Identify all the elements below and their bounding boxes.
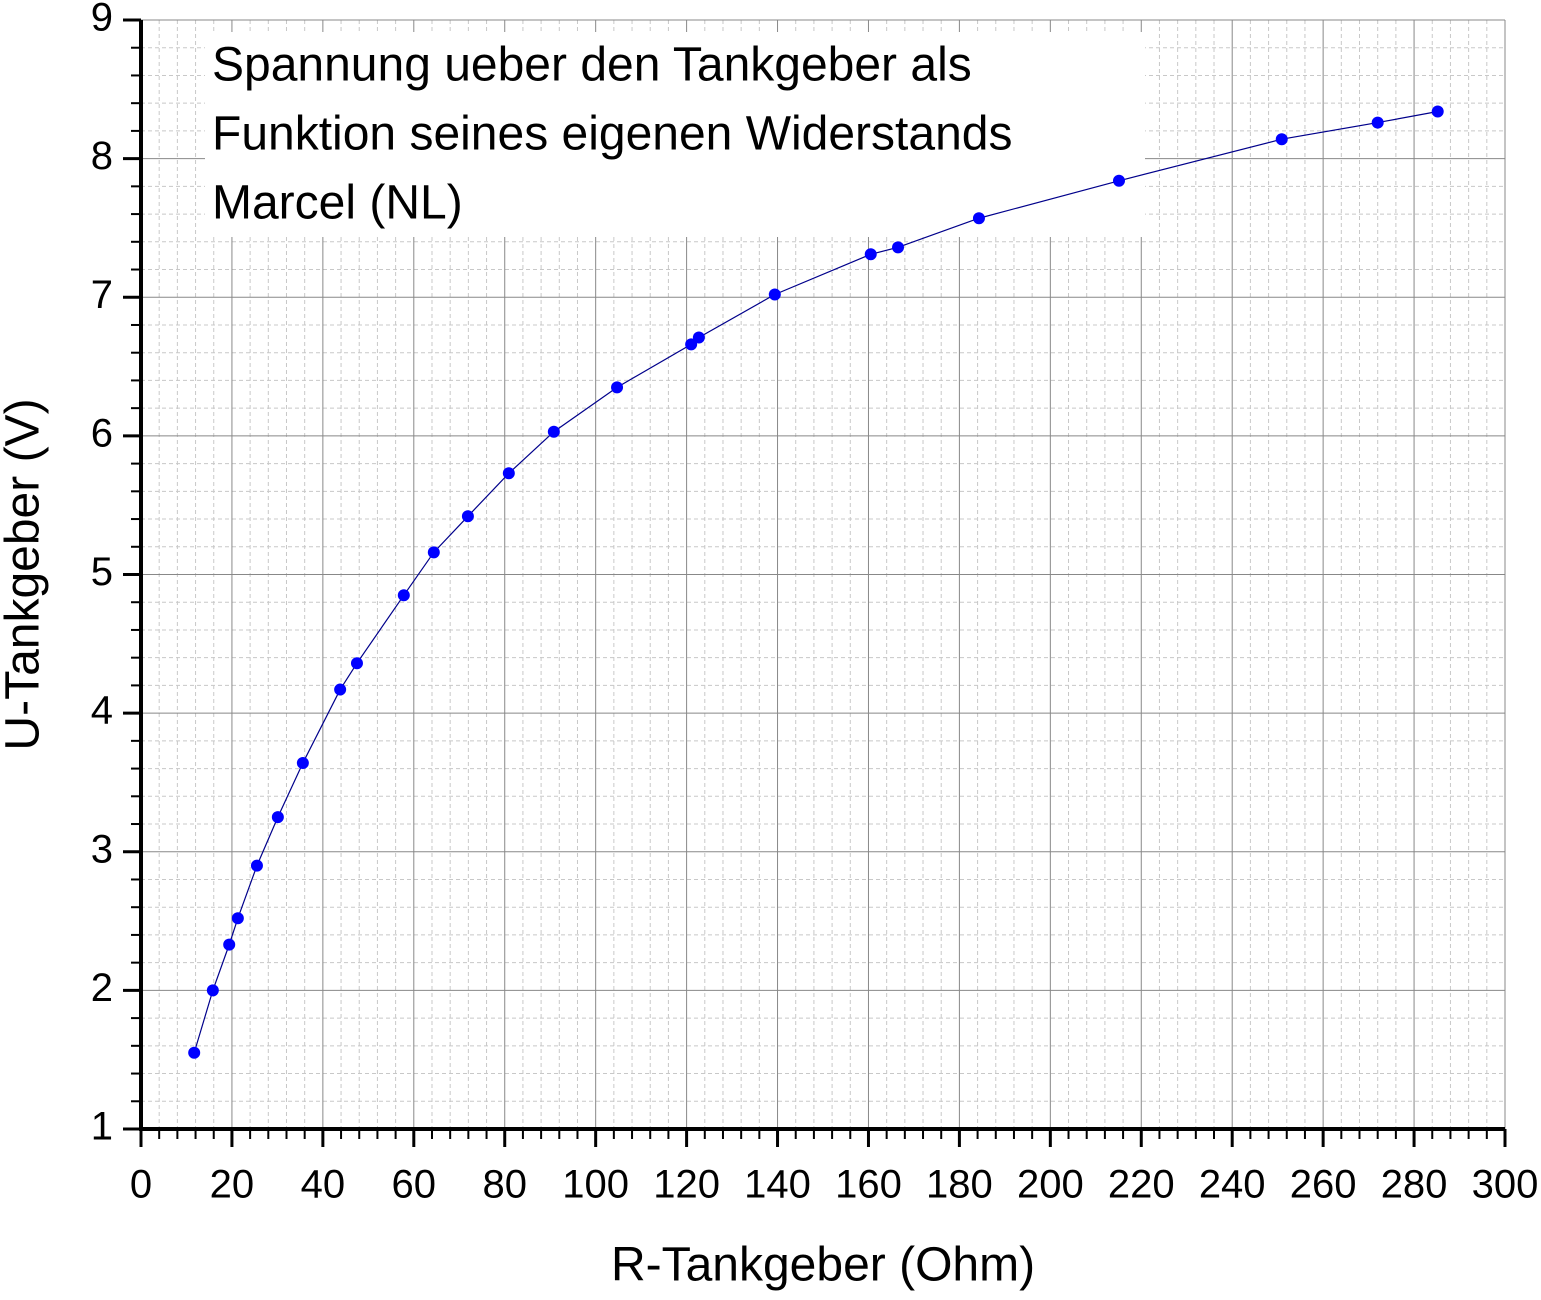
point xyxy=(547,425,560,438)
chart-title: Spannung ueber den Tankgeber als xyxy=(212,39,972,92)
x-tick-label: 180 xyxy=(926,1163,993,1207)
point xyxy=(502,467,515,480)
y-tick-label: 5 xyxy=(91,550,113,594)
x-tick-label: 220 xyxy=(1108,1163,1175,1207)
y-tick-label: 4 xyxy=(91,689,113,733)
point xyxy=(1275,133,1288,146)
x-tick-label: 140 xyxy=(744,1163,811,1207)
point xyxy=(685,338,698,351)
x-tick-label: 60 xyxy=(392,1163,437,1207)
y-tick-label: 3 xyxy=(91,827,113,871)
x-tick-label: 20 xyxy=(210,1163,255,1207)
x-tick-label: 260 xyxy=(1290,1163,1357,1207)
point xyxy=(223,938,236,951)
point xyxy=(188,1046,201,1059)
point xyxy=(206,984,219,997)
title-background xyxy=(205,32,1145,237)
point xyxy=(350,657,363,670)
chart-title: Funktion seines eigenen Widerstands xyxy=(212,108,1012,161)
point xyxy=(250,859,263,872)
point xyxy=(461,510,474,523)
x-tick-label: 120 xyxy=(653,1163,720,1207)
point xyxy=(231,912,244,925)
y-axis-title: U-Tankgeber (V) xyxy=(0,398,50,750)
x-axis-title: R-Tankgeber (Ohm) xyxy=(611,1239,1035,1292)
point xyxy=(892,241,905,254)
point xyxy=(1431,105,1444,118)
point xyxy=(692,331,705,344)
chart-title: Marcel (NL) xyxy=(212,177,463,230)
point xyxy=(864,248,877,261)
point xyxy=(1371,116,1384,129)
point xyxy=(611,381,624,394)
point xyxy=(334,683,347,696)
point xyxy=(1112,174,1125,187)
x-tick-label: 300 xyxy=(1472,1163,1539,1207)
y-tick-label: 8 xyxy=(91,134,113,178)
y-tick-label: 2 xyxy=(91,966,113,1010)
x-tick-label: 80 xyxy=(482,1163,527,1207)
point xyxy=(768,288,781,301)
x-tick-label: 280 xyxy=(1381,1163,1448,1207)
point xyxy=(972,212,985,225)
y-tick-label: 1 xyxy=(91,1105,113,1149)
y-tick-label: 6 xyxy=(91,411,113,455)
line xyxy=(193,110,1438,1053)
point xyxy=(296,757,309,770)
point xyxy=(271,811,284,824)
x-tick-label: 160 xyxy=(835,1163,902,1207)
point xyxy=(397,589,410,602)
x-tick-label: 40 xyxy=(301,1163,346,1207)
y-tick-label: 9 xyxy=(91,0,113,40)
x-tick-label: 100 xyxy=(562,1163,629,1207)
x-tick-label: 200 xyxy=(1017,1163,1084,1207)
y-tick-label: 7 xyxy=(91,273,113,317)
point xyxy=(427,546,440,559)
x-tick-label: 240 xyxy=(1199,1163,1266,1207)
x-tick-label: 0 xyxy=(130,1163,152,1207)
